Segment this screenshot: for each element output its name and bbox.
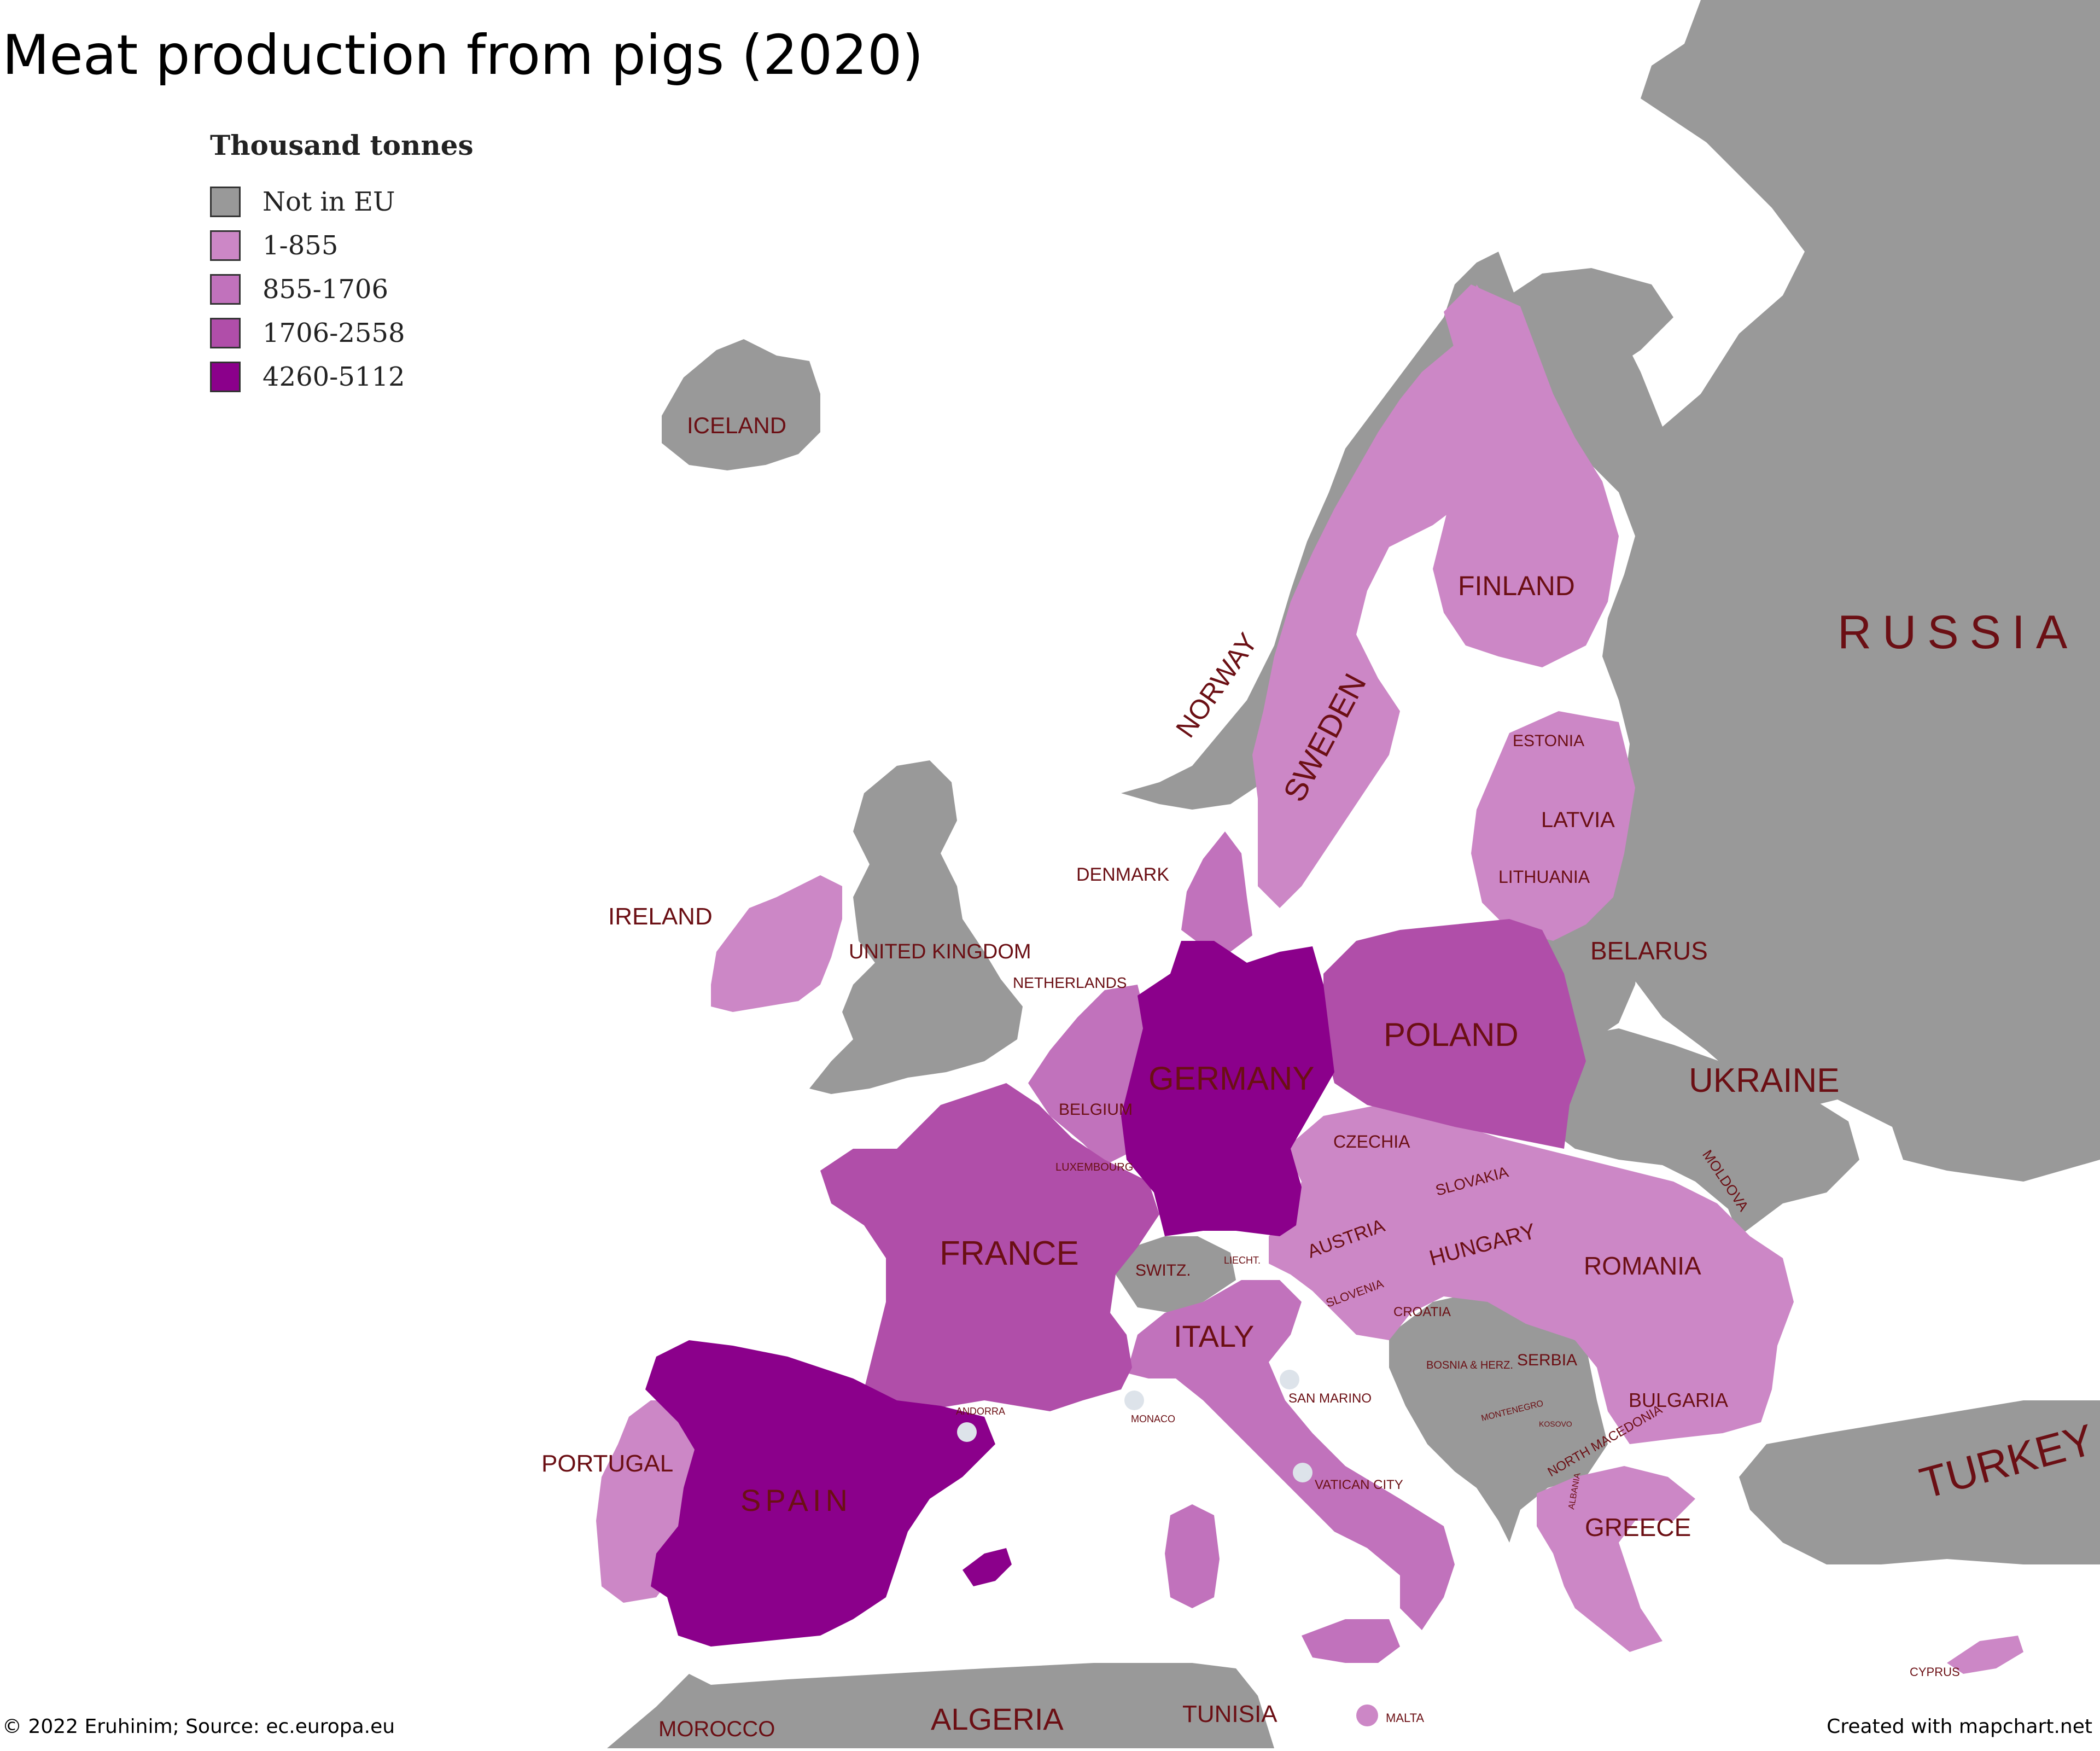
- switzerland-shape: [1116, 1236, 1236, 1313]
- russia-kola-shape: [1493, 268, 1673, 383]
- eu-class-1: [596, 284, 2023, 1726]
- balearic-shape: [962, 1548, 1012, 1586]
- label-italy: ITALY: [1174, 1319, 1254, 1353]
- benelux-shape: [1028, 985, 1148, 1165]
- label-united-kingdom: UNITED KINGDOM: [849, 940, 1031, 963]
- label-france: FRANCE: [940, 1235, 1079, 1272]
- label-algeria: ALGERIA: [931, 1702, 1064, 1736]
- label-portugal: PORTUGAL: [541, 1450, 673, 1477]
- legend-item: 855-1706: [210, 267, 474, 311]
- label-romania: ROMANIA: [1584, 1252, 1701, 1280]
- portugal-shape: [596, 1400, 705, 1603]
- label-poland: POLAND: [1384, 1016, 1519, 1053]
- label-andorra: ANDORRA: [956, 1406, 1005, 1417]
- baltics-shape: [1471, 711, 1635, 941]
- united-kingdom-shape: [809, 760, 1023, 1094]
- spain-shape: [645, 1340, 995, 1647]
- legend-item: Not in EU: [210, 180, 474, 224]
- ukraine-shape: [1553, 1028, 1859, 1236]
- label-finland: FINLAND: [1458, 571, 1575, 601]
- russia-shape: [1526, 0, 2100, 1182]
- label-croatia: CROATIA: [1393, 1305, 1451, 1319]
- label-malta: MALTA: [1386, 1711, 1424, 1725]
- denmark-shape: [1181, 831, 1252, 952]
- label-morocco: MOROCCO: [658, 1717, 775, 1741]
- malta-shape: [1356, 1705, 1378, 1726]
- balkans-shape: [1389, 1291, 1608, 1543]
- label-spain: SPAIN: [740, 1483, 852, 1517]
- legend: Thousand tonnes Not in EU 1-855 855-1706…: [210, 129, 474, 399]
- sweden-shape: [1252, 284, 1520, 908]
- legend-swatch-not-in-eu: [210, 187, 241, 217]
- monaco-dot: [1124, 1391, 1144, 1410]
- map-title: Meat production from pigs (2020): [2, 23, 924, 87]
- label-lithuania: LITHUANIA: [1498, 867, 1590, 887]
- label-switzerland: SWITZ.: [1135, 1261, 1191, 1279]
- non-eu-countries: [607, 0, 2100, 1748]
- iceland-shape: [662, 339, 820, 470]
- legend-label: 4260-5112: [262, 362, 405, 392]
- central-europe-shape: [1269, 1105, 1794, 1444]
- label-czechia: CZECHIA: [1333, 1132, 1410, 1151]
- legend-item: 4260-5112: [210, 355, 474, 399]
- label-latvia: LATVIA: [1541, 808, 1615, 832]
- eu-class-3: [820, 919, 1586, 1411]
- legend-label: Not in EU: [262, 187, 395, 217]
- sardinia-shape: [1165, 1504, 1220, 1608]
- legend-swatch-4: [210, 362, 241, 392]
- poland-shape: [1323, 919, 1586, 1149]
- legend-title: Thousand tonnes: [210, 129, 474, 161]
- eu-class-2: [1028, 831, 1455, 1663]
- san-marino-dot: [1280, 1370, 1299, 1389]
- label-russia: RUSSIA: [1838, 606, 2078, 659]
- label-netherlands: NETHERLANDS: [1013, 974, 1127, 991]
- label-bulgaria: BULGARIA: [1629, 1389, 1728, 1411]
- label-liechtenstein: LIECHT.: [1224, 1255, 1261, 1266]
- greece-shape: [1537, 1466, 1695, 1652]
- legend-label: 1-855: [262, 230, 339, 261]
- label-serbia: SERBIA: [1517, 1351, 1577, 1369]
- vatican-dot: [1293, 1463, 1312, 1482]
- sicily-shape: [1302, 1619, 1400, 1663]
- label-greece: GREECE: [1585, 1513, 1691, 1541]
- label-kosovo: KOSOVO: [1539, 1420, 1572, 1428]
- label-ireland: IRELAND: [608, 903, 713, 930]
- microstate-dots: [957, 1370, 1312, 1482]
- legend-swatch-3: [210, 318, 241, 348]
- legend-label: 1706-2558: [262, 318, 405, 348]
- eu-class-4: [645, 941, 1334, 1647]
- mapchart-credit: Created with mapchart.net: [1827, 1715, 2092, 1738]
- legend-swatch-1: [210, 230, 241, 261]
- legend-swatch-2: [210, 274, 241, 305]
- label-germany: GERMANY: [1148, 1060, 1314, 1097]
- finland-shape: [1433, 284, 1619, 667]
- north-africa-shape: [607, 1663, 1274, 1748]
- ireland-shape: [711, 875, 842, 1012]
- legend-item: 1706-2558: [210, 311, 474, 355]
- label-cyprus: CYPRUS: [1910, 1665, 1960, 1679]
- germany-shape: [1121, 941, 1334, 1236]
- label-denmark: DENMARK: [1076, 864, 1169, 885]
- label-ukraine: UKRAINE: [1689, 1062, 1840, 1100]
- label-belgium: BELGIUM: [1059, 1101, 1133, 1119]
- label-belarus: BELARUS: [1590, 936, 1708, 965]
- andorra-dot: [957, 1422, 977, 1442]
- legend-item: 1-855: [210, 224, 474, 267]
- label-luxembourg: LUXEMBOURG: [1055, 1161, 1133, 1173]
- label-estonia: ESTONIA: [1513, 732, 1584, 750]
- label-bosnia: BOSNIA & HERZ.: [1426, 1359, 1513, 1371]
- italy-shape: [1127, 1280, 1455, 1630]
- label-san-marino: SAN MARINO: [1288, 1391, 1372, 1406]
- cyprus-shape: [1947, 1636, 2023, 1674]
- label-vatican: VATICAN CITY: [1315, 1477, 1403, 1492]
- label-tunisia: TUNISIA: [1182, 1701, 1278, 1727]
- france-shape: [820, 1083, 1159, 1411]
- label-iceland: ICELAND: [687, 412, 786, 438]
- legend-label: 855-1706: [262, 274, 388, 305]
- source-credit: © 2022 Eruhinim; Source: ec.europa.eu: [2, 1715, 395, 1738]
- label-monaco: MONACO: [1131, 1413, 1175, 1424]
- turkey-shape: [1739, 1400, 2100, 1564]
